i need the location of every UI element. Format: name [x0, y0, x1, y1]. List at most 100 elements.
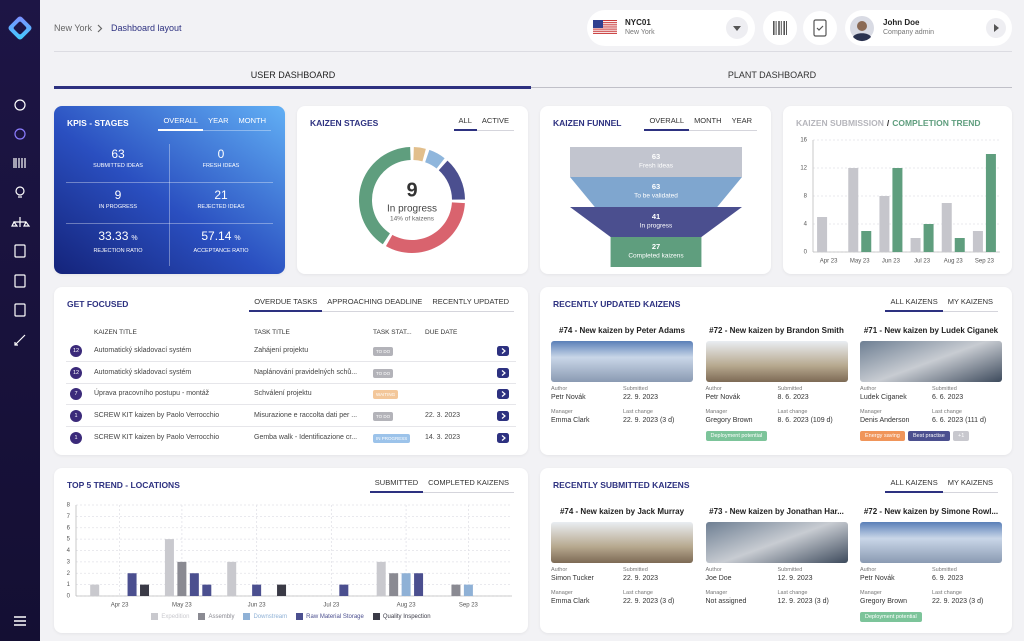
chart[interactable]	[803, 11, 837, 45]
y-tick-label: 7	[67, 514, 71, 520]
tag: Best practise	[908, 431, 950, 441]
open-button	[497, 432, 509, 443]
tab[interactable]: SUBMITTED	[369, 478, 424, 493]
bar	[923, 224, 934, 252]
chart	[986, 18, 1006, 38]
kaizen-title: SCREW KIT kaizen by Paolo Verrocchio	[94, 412, 220, 420]
field-label: Submitted	[623, 567, 648, 573]
y-tick-label: 0	[67, 594, 71, 600]
tab[interactable]: MY KAIZENS	[942, 478, 998, 493]
kaizen-card-title[interactable]: #71 - New kaizen by Ludek Ciganek	[863, 326, 999, 335]
tab-bar: ALL KAIZENS MY KAIZENS	[885, 297, 998, 312]
legend-item[interactable]: Raw Material Storage	[296, 613, 364, 620]
tab[interactable]: ALL KAIZENS	[885, 297, 943, 312]
kpi-cell: 21 REJECTED IDEAS	[169, 187, 273, 212]
legend-item[interactable]: Downstream	[243, 613, 287, 620]
field-value: 8. 6. 2023 (109 d)	[777, 417, 833, 424]
count-badge: 12	[70, 345, 82, 357]
tab[interactable]: ALL	[453, 116, 477, 131]
column-header: TASK STAT...	[373, 329, 412, 336]
logo[interactable]	[7, 15, 32, 40]
legend-label: Assembly	[208, 613, 235, 620]
kaizen-card-title[interactable]: #72 - New kaizen by Brandon Smith	[709, 326, 844, 335]
chart[interactable]	[497, 367, 509, 378]
chart	[726, 17, 748, 39]
table-row	[66, 363, 516, 384]
donut-segment	[425, 149, 445, 169]
tab[interactable]: ALL KAIZENS	[885, 478, 943, 493]
legend-label: Expedition	[161, 613, 190, 620]
kaizen-image	[860, 341, 1002, 382]
donut-segment	[438, 160, 465, 200]
legend-swatch	[243, 613, 251, 620]
funnel-label: Fresh ideas	[639, 163, 674, 170]
tab[interactable]: YEAR	[726, 116, 757, 131]
kpi-cell: 63 SUBMITTED IDEAS	[66, 146, 170, 171]
tab[interactable]: OVERDUE TASKS	[249, 297, 323, 312]
kaizen-card-title[interactable]: #74 - New kaizen by Peter Adams	[559, 326, 685, 335]
field-label: Author	[705, 567, 722, 573]
field-label: Author	[705, 386, 722, 392]
x-tick-label: Apr 23	[111, 603, 129, 609]
chart[interactable]	[497, 432, 509, 443]
status-badge: WAITING	[373, 390, 399, 400]
legend-item[interactable]: Expedition	[151, 613, 189, 620]
bar	[451, 584, 461, 596]
tab[interactable]: YEAR	[203, 116, 234, 131]
funnel-value: 63	[652, 152, 660, 161]
tab[interactable]: COMPLETED KAIZENS	[423, 478, 514, 493]
donut-segment	[358, 147, 411, 245]
tab[interactable]: ACTIVE	[476, 116, 514, 131]
bar	[339, 584, 349, 596]
chart[interactable]	[763, 11, 797, 45]
bar	[892, 168, 903, 252]
open-arrow	[501, 413, 506, 420]
funnel-stage	[570, 177, 742, 207]
task-title: Zahájení projektu	[254, 347, 309, 354]
legend-swatch	[151, 613, 159, 620]
x-tick-label: Jul 23	[323, 603, 340, 609]
tab[interactable]: APPROACHING DEADLINE	[322, 297, 428, 312]
tab[interactable]: RECENTLY UPDATED	[427, 297, 514, 312]
location-selector[interactable]: NYC01 New York	[587, 10, 755, 46]
tab[interactable]: MY KAIZENS	[942, 297, 998, 312]
donut-center-label: In progress	[387, 204, 437, 215]
kpi-value: 0	[169, 146, 273, 162]
legend-item[interactable]: Assembly	[198, 613, 234, 620]
field-value: Petr Novák	[551, 394, 586, 401]
legend-label: Downstream	[253, 613, 288, 620]
dashboard-tab[interactable]: PLANT DASHBOARD	[727, 70, 817, 80]
tab[interactable]: OVERALL	[158, 116, 204, 131]
y-tick-label: 3	[67, 559, 71, 565]
kaizen-card-title[interactable]: #73 - New kaizen by Jonathan Har...	[709, 507, 844, 516]
kpi-label: REJECTION RATIO	[93, 248, 143, 254]
field-value: Emma Clark	[551, 417, 590, 424]
tab-bar: ALL ACTIVE	[453, 116, 514, 131]
bar	[389, 573, 399, 596]
field-value: Denis Anderson	[860, 417, 910, 424]
legend-item[interactable]: Quality Inspection	[372, 613, 431, 620]
kaizen-card-title[interactable]: #74 - New kaizen by Jack Murray	[559, 507, 685, 516]
kpi-cell: 0 FRESH IDEAS	[169, 146, 273, 171]
chart[interactable]	[497, 411, 509, 422]
tab[interactable]: MONTH	[689, 116, 727, 131]
x-tick-label: Jun 23	[248, 603, 267, 609]
kpi-value: 33.33%	[66, 228, 170, 247]
card-title: KAIZEN STAGES	[310, 118, 379, 128]
dashboard-tab[interactable]: USER DASHBOARD	[250, 70, 336, 80]
flag-stripe	[593, 26, 617, 28]
user-menu[interactable]: John Doe Company admin	[845, 10, 1012, 46]
open-button	[497, 389, 509, 400]
kaizen-card-title[interactable]: #72 - New kaizen by Simone Rowl...	[863, 507, 999, 516]
tab[interactable]: MONTH	[233, 116, 271, 131]
y-tick-label: 12	[800, 166, 807, 172]
chart[interactable]	[497, 389, 509, 400]
status-badge: TO DO	[373, 347, 394, 356]
barcode-line	[773, 21, 775, 35]
field-label: Submitted	[932, 567, 957, 573]
chart[interactable]	[497, 346, 509, 356]
card-title: KAIZEN FUNNEL	[553, 118, 622, 128]
tab[interactable]: OVERALL	[644, 116, 690, 131]
nav-icons[interactable]	[11, 99, 31, 626]
